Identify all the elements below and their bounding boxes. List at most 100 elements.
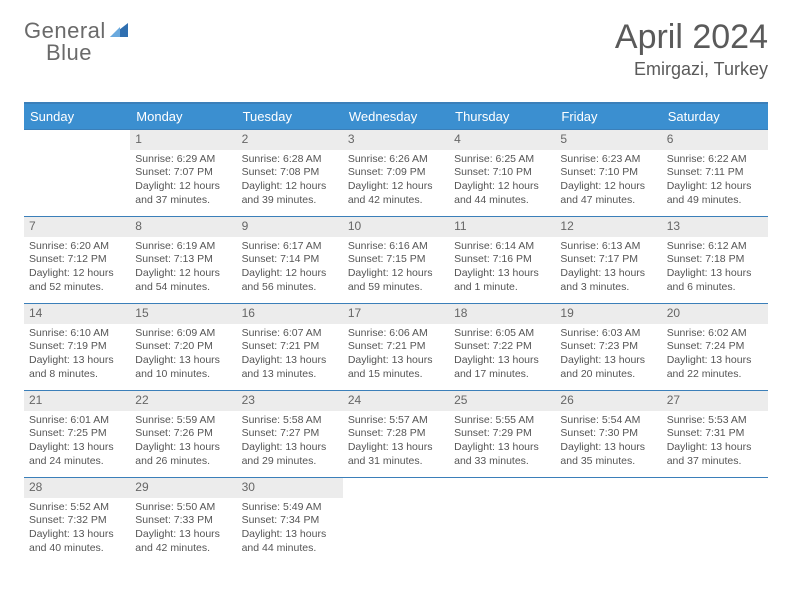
dow-saturday: Saturday bbox=[662, 104, 768, 129]
dow-monday: Monday bbox=[130, 104, 236, 129]
sunrise-text: Sunrise: 6:26 AM bbox=[348, 153, 444, 167]
daylight-text: Daylight: 13 hours and 24 minutes. bbox=[29, 441, 125, 468]
day-cell: 14Sunrise: 6:10 AMSunset: 7:19 PMDayligh… bbox=[24, 304, 130, 390]
daylight-text: Daylight: 13 hours and 13 minutes. bbox=[242, 354, 338, 381]
day-cell: 9 Sunrise: 6:17 AMSunset: 7:14 PMDaylight… bbox=[237, 217, 343, 303]
day-number: 19 bbox=[555, 304, 661, 324]
sunset-text: Sunset: 7:27 PM bbox=[242, 427, 338, 441]
sunset-text: Sunset: 7:08 PM bbox=[242, 166, 338, 180]
location: Emirgazi, Turkey bbox=[615, 59, 768, 80]
day-number: 11 bbox=[449, 217, 555, 237]
dow-friday: Friday bbox=[555, 104, 661, 129]
day-cell: 17Sunrise: 6:06 AMSunset: 7:21 PMDayligh… bbox=[343, 304, 449, 390]
day-cell: 22Sunrise: 5:59 AMSunset: 7:26 PMDayligh… bbox=[130, 391, 236, 477]
sunset-text: Sunset: 7:26 PM bbox=[135, 427, 231, 441]
day-number: 2 bbox=[237, 130, 343, 150]
sunset-text: Sunset: 7:34 PM bbox=[242, 514, 338, 528]
sunrise-text: Sunrise: 6:07 AM bbox=[242, 327, 338, 341]
sunset-text: Sunset: 7:24 PM bbox=[667, 340, 763, 354]
sunset-text: Sunset: 7:21 PM bbox=[348, 340, 444, 354]
daylight-text: Daylight: 13 hours and 8 minutes. bbox=[29, 354, 125, 381]
day-number: 4 bbox=[449, 130, 555, 150]
day-number: 6 bbox=[662, 130, 768, 150]
daylight-text: Daylight: 13 hours and 6 minutes. bbox=[667, 267, 763, 294]
sunrise-text: Sunrise: 5:52 AM bbox=[29, 501, 125, 515]
day-cell: 1Sunrise: 6:29 AMSunset: 7:07 PMDaylight… bbox=[130, 130, 236, 216]
day-cell: 20Sunrise: 6:02 AMSunset: 7:24 PMDayligh… bbox=[662, 304, 768, 390]
day-number: 27 bbox=[662, 391, 768, 411]
dow-wednesday: Wednesday bbox=[343, 104, 449, 129]
day-number: 20 bbox=[662, 304, 768, 324]
day-number: 30 bbox=[237, 478, 343, 498]
day-number: 14 bbox=[24, 304, 130, 324]
day-number: 23 bbox=[237, 391, 343, 411]
day-cell bbox=[555, 478, 661, 564]
day-cell: 3Sunrise: 6:26 AMSunset: 7:09 PMDaylight… bbox=[343, 130, 449, 216]
day-number: 1 bbox=[130, 130, 236, 150]
day-number bbox=[555, 478, 661, 498]
day-cell: 19Sunrise: 6:03 AMSunset: 7:23 PMDayligh… bbox=[555, 304, 661, 390]
daylight-text: Daylight: 13 hours and 42 minutes. bbox=[135, 528, 231, 555]
sunrise-text: Sunrise: 5:59 AM bbox=[135, 414, 231, 428]
day-cell bbox=[24, 130, 130, 216]
sunrise-text: Sunrise: 6:03 AM bbox=[560, 327, 656, 341]
day-cell bbox=[662, 478, 768, 564]
sunrise-text: Sunrise: 6:12 AM bbox=[667, 240, 763, 254]
sunset-text: Sunset: 7:09 PM bbox=[348, 166, 444, 180]
day-cell: 26Sunrise: 5:54 AMSunset: 7:30 PMDayligh… bbox=[555, 391, 661, 477]
day-number: 24 bbox=[343, 391, 449, 411]
day-number: 26 bbox=[555, 391, 661, 411]
page-header: General Blue April 2024 Emirgazi, Turkey bbox=[24, 18, 768, 80]
sunset-text: Sunset: 7:23 PM bbox=[560, 340, 656, 354]
daylight-text: Daylight: 13 hours and 26 minutes. bbox=[135, 441, 231, 468]
sunrise-text: Sunrise: 6:09 AM bbox=[135, 327, 231, 341]
daylight-text: Daylight: 13 hours and 40 minutes. bbox=[29, 528, 125, 555]
sunrise-text: Sunrise: 5:50 AM bbox=[135, 501, 231, 515]
day-number: 13 bbox=[662, 217, 768, 237]
dow-tuesday: Tuesday bbox=[237, 104, 343, 129]
day-cell: 4Sunrise: 6:25 AMSunset: 7:10 PMDaylight… bbox=[449, 130, 555, 216]
weeks-container: 1Sunrise: 6:29 AMSunset: 7:07 PMDaylight… bbox=[24, 129, 768, 564]
day-cell: 8Sunrise: 6:19 AMSunset: 7:13 PMDaylight… bbox=[130, 217, 236, 303]
daylight-text: Daylight: 13 hours and 15 minutes. bbox=[348, 354, 444, 381]
sunset-text: Sunset: 7:33 PM bbox=[135, 514, 231, 528]
day-cell: 6Sunrise: 6:22 AMSunset: 7:11 PMDaylight… bbox=[662, 130, 768, 216]
day-cell: 30Sunrise: 5:49 AMSunset: 7:34 PMDayligh… bbox=[237, 478, 343, 564]
daylight-text: Daylight: 12 hours and 59 minutes. bbox=[348, 267, 444, 294]
dow-row: Sunday Monday Tuesday Wednesday Thursday… bbox=[24, 104, 768, 129]
sunrise-text: Sunrise: 5:57 AM bbox=[348, 414, 444, 428]
day-cell: 13Sunrise: 6:12 AMSunset: 7:18 PMDayligh… bbox=[662, 217, 768, 303]
day-number: 21 bbox=[24, 391, 130, 411]
sunrise-text: Sunrise: 6:17 AM bbox=[242, 240, 338, 254]
day-cell: 27Sunrise: 5:53 AMSunset: 7:31 PMDayligh… bbox=[662, 391, 768, 477]
day-number: 10 bbox=[343, 217, 449, 237]
daylight-text: Daylight: 12 hours and 52 minutes. bbox=[29, 267, 125, 294]
sunset-text: Sunset: 7:21 PM bbox=[242, 340, 338, 354]
daylight-text: Daylight: 13 hours and 31 minutes. bbox=[348, 441, 444, 468]
sunset-text: Sunset: 7:28 PM bbox=[348, 427, 444, 441]
sunrise-text: Sunrise: 6:14 AM bbox=[454, 240, 550, 254]
day-number: 12 bbox=[555, 217, 661, 237]
sunset-text: Sunset: 7:32 PM bbox=[29, 514, 125, 528]
daylight-text: Daylight: 13 hours and 22 minutes. bbox=[667, 354, 763, 381]
sunset-text: Sunset: 7:30 PM bbox=[560, 427, 656, 441]
sunrise-text: Sunrise: 6:29 AM bbox=[135, 153, 231, 167]
sunrise-text: Sunrise: 6:06 AM bbox=[348, 327, 444, 341]
day-cell: 5Sunrise: 6:23 AMSunset: 7:10 PMDaylight… bbox=[555, 130, 661, 216]
sunset-text: Sunset: 7:25 PM bbox=[29, 427, 125, 441]
dow-thursday: Thursday bbox=[449, 104, 555, 129]
sunrise-text: Sunrise: 6:23 AM bbox=[560, 153, 656, 167]
day-cell: 11Sunrise: 6:14 AMSunset: 7:16 PMDayligh… bbox=[449, 217, 555, 303]
logo: General Blue bbox=[24, 18, 132, 44]
daylight-text: Daylight: 12 hours and 56 minutes. bbox=[242, 267, 338, 294]
day-cell bbox=[343, 478, 449, 564]
day-number: 3 bbox=[343, 130, 449, 150]
sunset-text: Sunset: 7:14 PM bbox=[242, 253, 338, 267]
day-number bbox=[343, 478, 449, 498]
day-number: 9 bbox=[237, 217, 343, 237]
sunset-text: Sunset: 7:29 PM bbox=[454, 427, 550, 441]
sunrise-text: Sunrise: 6:10 AM bbox=[29, 327, 125, 341]
week-row: 14Sunrise: 6:10 AMSunset: 7:19 PMDayligh… bbox=[24, 303, 768, 390]
day-number: 28 bbox=[24, 478, 130, 498]
day-cell: 12Sunrise: 6:13 AMSunset: 7:17 PMDayligh… bbox=[555, 217, 661, 303]
